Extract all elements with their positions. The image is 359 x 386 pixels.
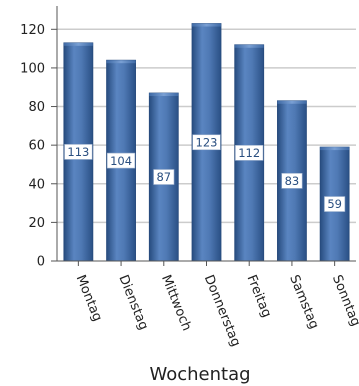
x-tick-labels: Montag Dienstag Mittwoch Donnerstag Freitag S… — [73, 273, 359, 349]
bar-top-highlight — [192, 23, 221, 27]
data-label-box — [281, 173, 303, 189]
data-label-box — [192, 134, 221, 151]
bar-top-highlight — [63, 42, 93, 46]
x-tick-label: Mittwoch — [158, 273, 194, 333]
data-label: 112 — [238, 146, 260, 160]
x-tick-label: Dienstag — [115, 273, 151, 332]
bar-top-highlight — [277, 100, 307, 104]
data-label: 87 — [156, 170, 171, 184]
y-tick-label: 100 — [20, 61, 45, 76]
data-label: 104 — [110, 154, 132, 168]
data-label-box — [64, 144, 93, 160]
data-label: 123 — [196, 135, 218, 149]
data-label-box — [235, 145, 264, 161]
y-tick-label: 60 — [28, 139, 45, 154]
data-label: 59 — [327, 197, 342, 211]
x-tick-label: Sonntag — [329, 273, 359, 329]
bar-top-highlight — [320, 147, 350, 151]
y-tick-label: 0 — [37, 255, 45, 270]
axes — [51, 6, 356, 266]
x-axis-title: Wochentag — [149, 364, 250, 385]
y-tick-label: 20 — [28, 216, 45, 231]
y-tick-label: 80 — [28, 100, 45, 115]
bar-top-highlight — [149, 93, 179, 97]
data-label: 113 — [67, 145, 89, 159]
data-label-box — [106, 152, 136, 169]
data-label: 83 — [285, 174, 300, 188]
x-tick-label: Montag — [73, 273, 105, 324]
x-tick-label: Freitag — [244, 273, 275, 320]
bar-top-highlight — [106, 60, 136, 64]
x-tick-label: Samstag — [286, 273, 321, 331]
bar-top-highlight — [234, 44, 264, 48]
y-tick-label: 120 — [20, 23, 45, 38]
data-label-box — [324, 196, 346, 212]
data-labels: 113 104 87 123 112 83 59 — [64, 134, 346, 212]
y-tick-labels: 0 20 40 60 80 100 120 — [20, 23, 45, 270]
x-tick-label: Donnerstag — [201, 273, 243, 349]
data-label-box — [153, 169, 175, 185]
y-tick-label: 40 — [28, 177, 45, 192]
